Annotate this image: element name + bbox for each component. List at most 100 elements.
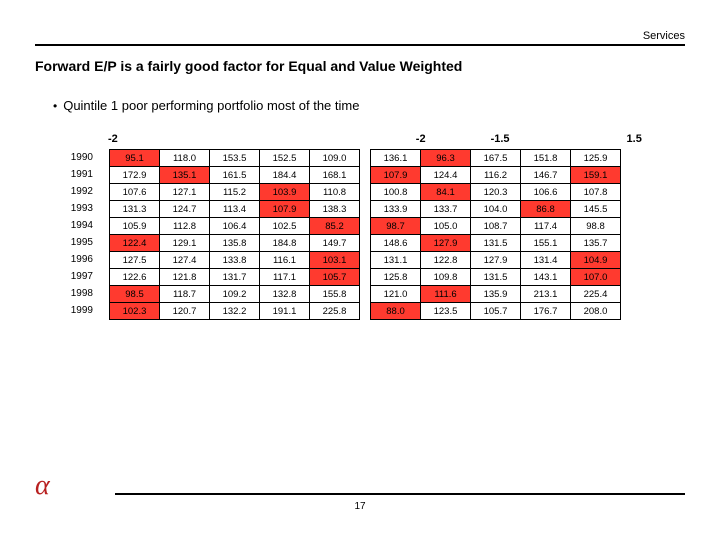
table-cell: 121.8 (160, 269, 210, 286)
table-cell: 132.2 (210, 303, 260, 320)
table-row: 121.0111.6135.9213.1225.4 (371, 286, 621, 303)
year-label: 1995 (65, 234, 99, 251)
table-cell: 135.8 (210, 235, 260, 252)
table-cell: 191.1 (260, 303, 310, 320)
table-cell: 96.3 (421, 150, 471, 167)
table-cell: 109.8 (421, 269, 471, 286)
table-cell: 112.8 (160, 218, 210, 235)
table-row: 131.1122.8127.9131.4104.9 (371, 252, 621, 269)
table-cell: 121.0 (371, 286, 421, 303)
table-row: 98.5118.7109.2132.8155.8 (110, 286, 360, 303)
table-cell: 127.4 (160, 252, 210, 269)
year-label: 1997 (65, 268, 99, 285)
table-cell: 132.8 (260, 286, 310, 303)
table-cell: 131.5 (471, 269, 521, 286)
table-cell: 102.5 (260, 218, 310, 235)
table-cell: 117.1 (260, 269, 310, 286)
table-row: 136.196.3167.5151.8125.9 (371, 150, 621, 167)
table-cell: 106.6 (521, 184, 571, 201)
table-cell: 127.9 (471, 252, 521, 269)
table-cell: 225.8 (310, 303, 360, 320)
table-cell: 155.1 (521, 235, 571, 252)
table-row: 122.4129.1135.8184.8149.7 (110, 235, 360, 252)
table-cell: 136.1 (371, 150, 421, 167)
table-cell: 133.7 (421, 201, 471, 218)
table-cell: 149.7 (310, 235, 360, 252)
table-row: 127.5127.4133.8116.1103.1 (110, 252, 360, 269)
table-row: 172.9135.1161.5184.4168.1 (110, 167, 360, 184)
table-row: 88.0123.5105.7176.7208.0 (371, 303, 621, 320)
table-cell: 143.1 (521, 269, 571, 286)
table-row: 125.8109.8131.5143.1107.0 (371, 269, 621, 286)
table-cell: 159.1 (571, 167, 621, 184)
table-cell: 122.6 (110, 269, 160, 286)
year-label: 1996 (65, 251, 99, 268)
table-cell: 105.0 (421, 218, 471, 235)
table-cell: 122.4 (110, 235, 160, 252)
table-row: 107.6127.1115.2103.9110.8 (110, 184, 360, 201)
table-cell: 86.8 (521, 201, 571, 218)
table-cell: 168.1 (310, 167, 360, 184)
table-cell: 145.5 (571, 201, 621, 218)
year-label: 1990 (65, 149, 99, 166)
footer: α 17 (35, 493, 685, 512)
col-header: -2 (416, 133, 426, 145)
col-header: 1.5 (627, 133, 642, 145)
table-cell: 131.3 (110, 201, 160, 218)
col-header: -1.5 (491, 133, 510, 145)
table-cell: 176.7 (521, 303, 571, 320)
year-label: 1994 (65, 217, 99, 234)
table-row: 95.1118.0153.5152.5109.0 (110, 150, 360, 167)
table-row: 102.3120.7132.2191.1225.8 (110, 303, 360, 320)
table-cell: 103.1 (310, 252, 360, 269)
table-cell: 106.4 (210, 218, 260, 235)
table-cell: 146.7 (521, 167, 571, 184)
table-cell: 161.5 (210, 167, 260, 184)
table-cell: 98.7 (371, 218, 421, 235)
table-cell: 131.5 (471, 235, 521, 252)
table-cell: 107.9 (371, 167, 421, 184)
bullet-point: • Quintile 1 poor performing portfolio m… (53, 98, 685, 113)
table-cell: 125.9 (571, 150, 621, 167)
table-cell: 105.9 (110, 218, 160, 235)
table-cell: 105.7 (310, 269, 360, 286)
table-cell: 152.5 (260, 150, 310, 167)
slide-title: Forward E/P is a fairly good factor for … (35, 58, 685, 74)
table-cell: 104.0 (471, 201, 521, 218)
table-cell: 123.5 (421, 303, 471, 320)
table-cell: 120.7 (160, 303, 210, 320)
bottom-divider (115, 493, 685, 495)
table-cell: 138.3 (310, 201, 360, 218)
year-label: 1998 (65, 285, 99, 302)
table-cell: 124.4 (421, 167, 471, 184)
table-cell: 109.2 (210, 286, 260, 303)
table-cell: 85.2 (310, 218, 360, 235)
table-cell: 135.7 (571, 235, 621, 252)
table-cell: 117.4 (521, 218, 571, 235)
year-label: 1991 (65, 166, 99, 183)
table-cell: 118.7 (160, 286, 210, 303)
table-cell: 122.8 (421, 252, 471, 269)
left-table: 95.1118.0153.5152.5109.0172.9135.1161.51… (109, 149, 360, 320)
table-cell: 172.9 (110, 167, 160, 184)
header-label: Services (35, 30, 685, 42)
table-cell: 155.8 (310, 286, 360, 303)
table-cell: 107.9 (260, 201, 310, 218)
table-row: 107.9124.4116.2146.7159.1 (371, 167, 621, 184)
table-cell: 107.0 (571, 269, 621, 286)
table-cell: 111.6 (421, 286, 471, 303)
table-row: 148.6127.9131.5155.1135.7 (371, 235, 621, 252)
bullet-marker: • (53, 99, 57, 113)
table-cell: 118.0 (160, 150, 210, 167)
table-cell: 125.8 (371, 269, 421, 286)
alpha-logo: α (35, 470, 50, 502)
table-row: 131.3124.7113.4107.9138.3 (110, 201, 360, 218)
years-column: 1990199119921993199419951996199719981999 (65, 149, 99, 320)
table-cell: 107.8 (571, 184, 621, 201)
table-cell: 131.7 (210, 269, 260, 286)
table-cell: 103.9 (260, 184, 310, 201)
col-header: -2 (108, 133, 118, 145)
table-cell: 115.2 (210, 184, 260, 201)
table-cell: 95.1 (110, 150, 160, 167)
table-cell: 167.5 (471, 150, 521, 167)
